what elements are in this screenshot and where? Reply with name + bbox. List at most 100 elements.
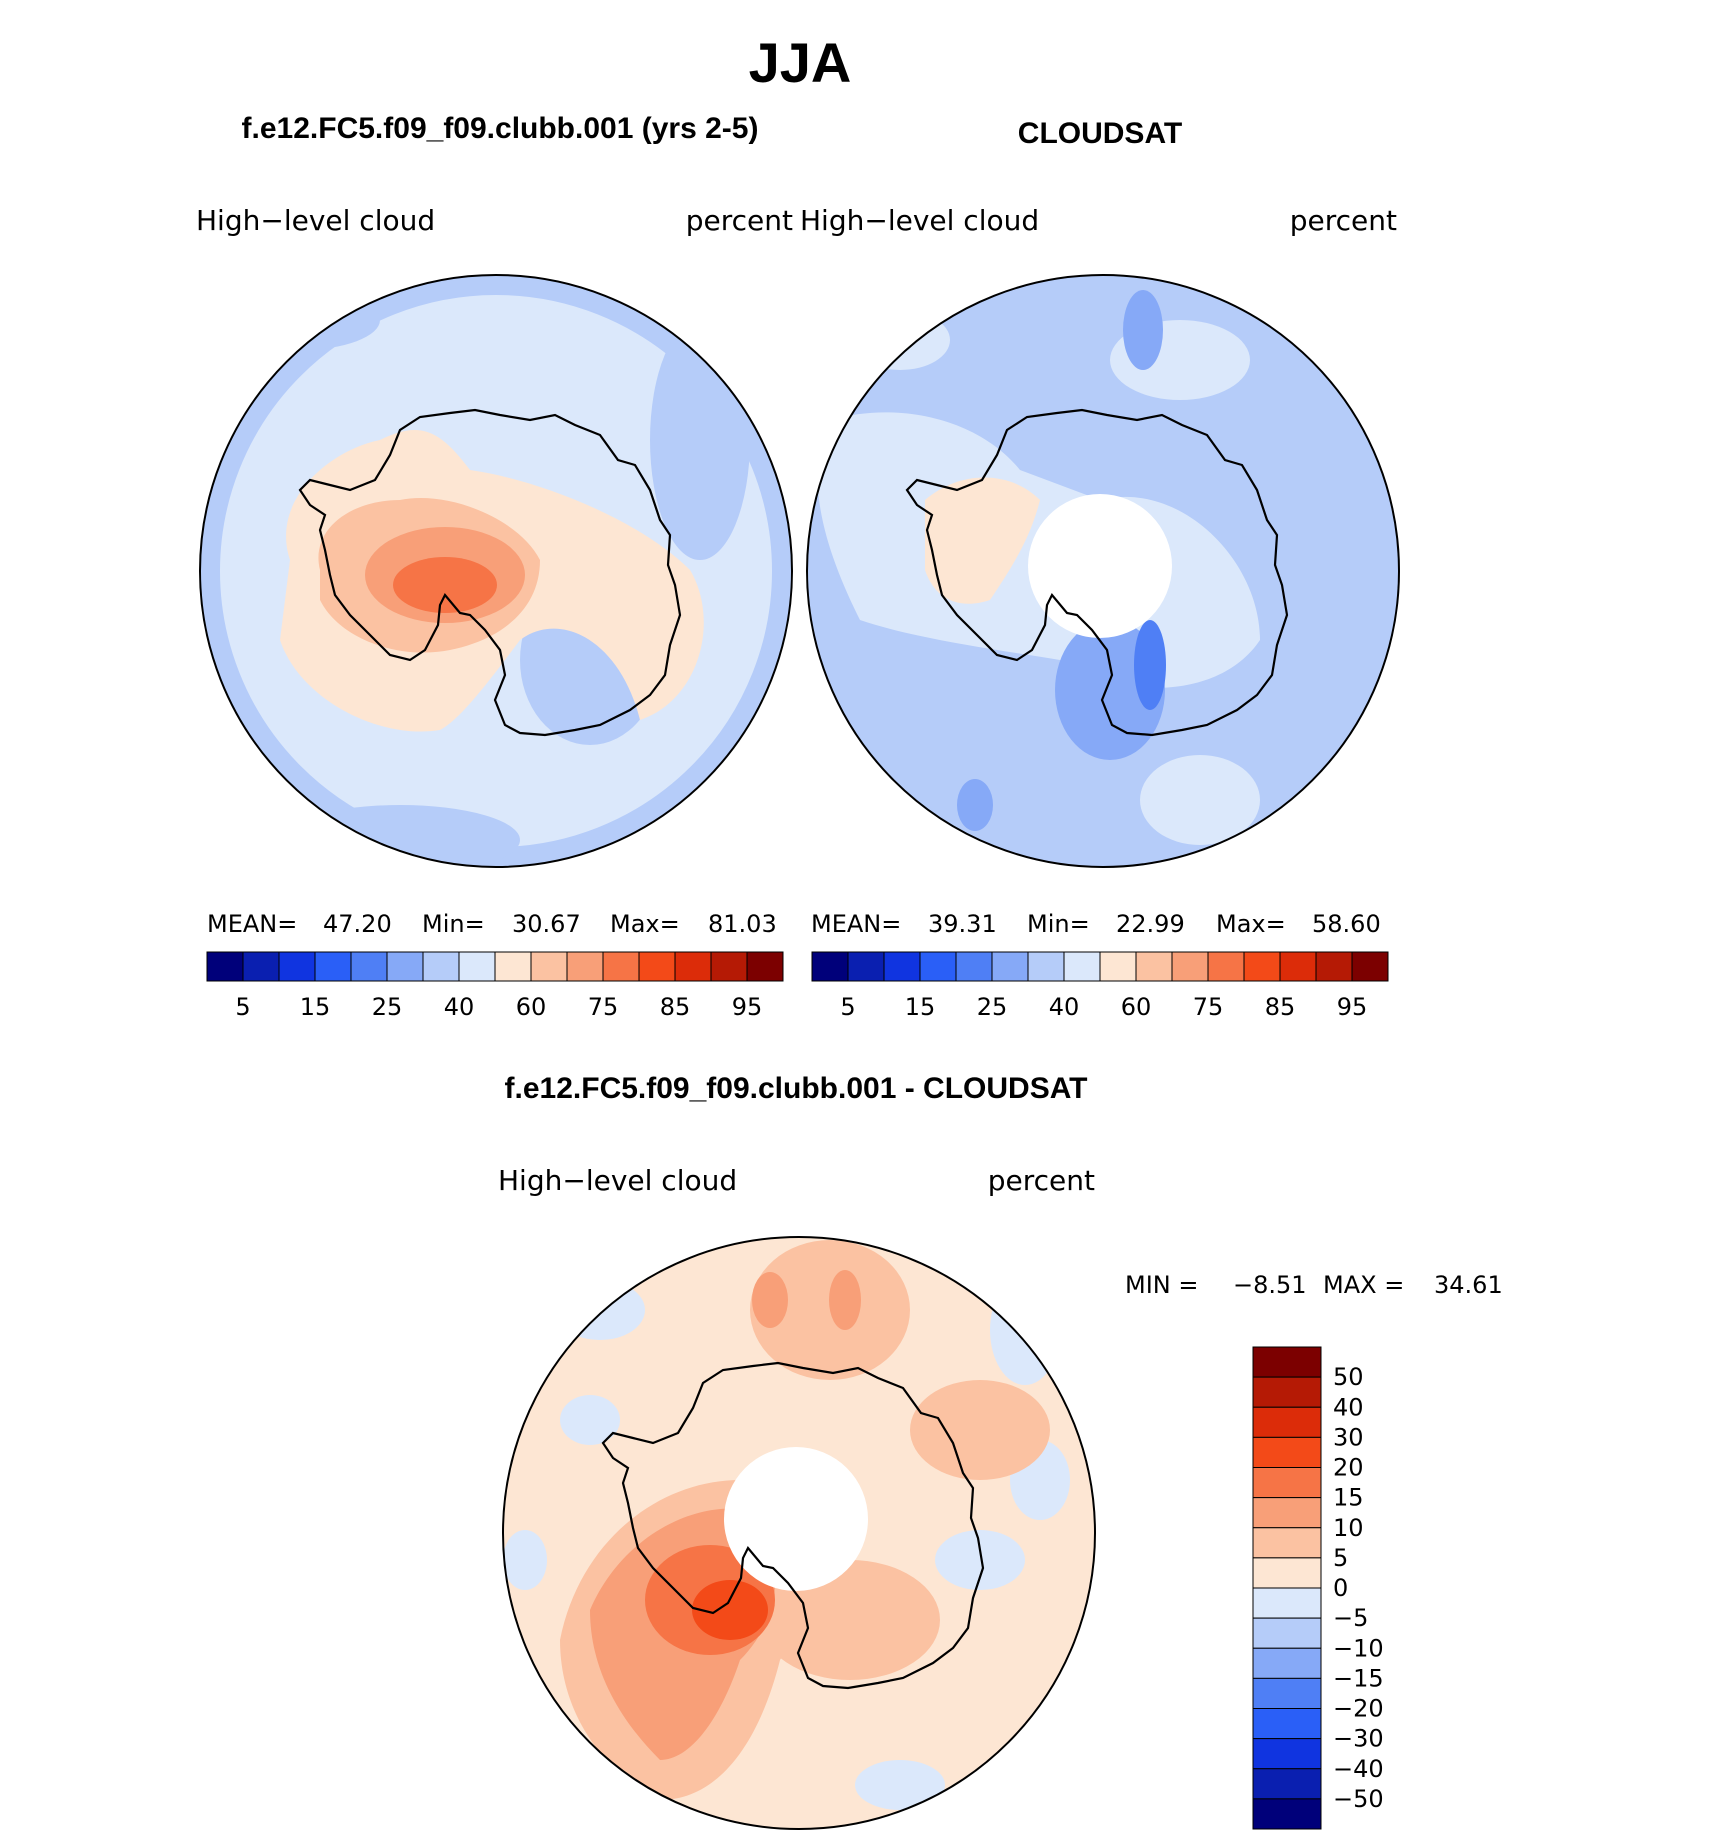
obs-colorbar-tick-label: 40 [1049, 993, 1080, 1021]
figure-title: JJA [749, 31, 852, 94]
diff-colorbar-tick-label: −30 [1333, 1725, 1384, 1753]
diff-field-neg-patch [855, 1760, 945, 1810]
model-colorbar-swatch [566, 951, 604, 982]
obs-colorbar-tick-label: 60 [1121, 993, 1152, 1021]
obs-colorbar-swatch [1171, 951, 1209, 982]
panel-model-map [199, 274, 793, 868]
model-colorbar-swatch [530, 951, 568, 982]
obs-colorbar-swatch [1063, 951, 1101, 982]
obs-field-warm [925, 477, 1040, 604]
diff-field-pos-band [910, 1380, 1050, 1480]
panel-diff-map [502, 1236, 1096, 1830]
diff-max-value: 34.61 [1434, 1271, 1503, 1299]
model-colorbar-swatch [494, 951, 532, 982]
panel-obs-right-label: percent [1290, 204, 1397, 237]
panel-obs-title: CLOUDSAT [1018, 117, 1182, 150]
diff-colorbar-swatch [1252, 1406, 1322, 1438]
diff-colorbar-swatch [1252, 1376, 1322, 1408]
model-colorbar-swatch [350, 951, 388, 982]
panel-model-left-label: High−level cloud [196, 204, 435, 237]
diff-colorbar-swatch [1252, 1527, 1322, 1559]
obs-colorbar-tick-label: 25 [977, 993, 1008, 1021]
model-min-label: Min= [422, 910, 485, 938]
obs-colorbar-swatch [847, 951, 885, 982]
panel-obs-left-label: High−level cloud [800, 204, 1039, 237]
model-colorbar-swatch [386, 951, 424, 982]
obs-colorbar-swatch [883, 951, 921, 982]
diff-colorbar-tick-label: 5 [1333, 1544, 1348, 1572]
obs-colorbar-swatch [919, 951, 957, 982]
model-colorbar-swatch [602, 951, 640, 982]
model-colorbar-tick-label: 95 [732, 993, 763, 1021]
diff-missing-pole [724, 1447, 868, 1591]
obs-field-blue-patch [1123, 290, 1163, 370]
model-colorbar-swatch [242, 951, 280, 982]
obs-colorbar-swatch [1099, 951, 1137, 982]
diff-max-label: MAX = [1323, 1271, 1404, 1299]
diff-colorbar-tick-label: −20 [1333, 1695, 1384, 1723]
model-colorbar-tick-label: 25 [372, 993, 403, 1021]
obs-max-value: 58.60 [1312, 910, 1381, 938]
diff-colorbar-tick-label: −15 [1333, 1664, 1384, 1692]
panel-diff-left-label: High−level cloud [498, 1164, 737, 1197]
obs-colorbar-swatch [1027, 951, 1065, 982]
obs-missing-pole [1028, 494, 1172, 638]
diff-colorbar-swatch [1252, 1677, 1322, 1709]
obs-field-patch [1140, 755, 1260, 845]
diff-colorbar-swatch [1252, 1617, 1322, 1649]
diff-colorbar-swatch [1252, 1346, 1322, 1378]
panel-diff: f.e12.FC5.f09_f09.clubb.001 - CLOUDSAT H… [498, 1072, 1503, 1830]
model-min-value: 30.67 [512, 910, 581, 938]
obs-colorbar-tick-label: 15 [905, 993, 936, 1021]
model-colorbar-tick-label: 40 [444, 993, 475, 1021]
panel-obs: CLOUDSAT High−level cloud percent [800, 117, 1400, 1021]
model-colorbar-swatch [278, 951, 316, 982]
diff-colorbar-tick-label: 10 [1333, 1514, 1364, 1542]
diff-colorbar-swatch [1252, 1647, 1322, 1679]
diff-colorbar-swatch [1252, 1798, 1322, 1830]
model-colorbar-swatch [422, 951, 460, 982]
model-map-border [199, 274, 793, 868]
obs-colorbar-swatch [811, 951, 849, 982]
diff-colorbar-tick-label: 40 [1333, 1393, 1364, 1421]
model-colorbar-tick-label: 15 [300, 993, 331, 1021]
obs-colorbar-swatch [1279, 951, 1317, 982]
model-field-warm-peak [393, 557, 497, 613]
diff-field-neg-patch [990, 1275, 1060, 1385]
model-max-value: 81.03 [708, 910, 777, 938]
diff-colorbar-swatch [1252, 1467, 1322, 1499]
diff-field-neg-patch [935, 1530, 1025, 1590]
model-colorbar-swatch [638, 951, 676, 982]
obs-colorbar-swatch [1315, 951, 1353, 982]
obs-colorbar-swatch [1351, 951, 1389, 982]
model-colorbar-swatch [674, 951, 712, 982]
model-colorbar-tick-label: 60 [516, 993, 547, 1021]
diff-colorbar-swatch [1252, 1587, 1322, 1619]
diff-colorbar-tick-label: 50 [1333, 1363, 1364, 1391]
obs-colorbar-swatch [1207, 951, 1245, 982]
obs-field-blue-core [1134, 620, 1166, 710]
obs-field-blue-patch [957, 779, 993, 831]
diff-colorbar-swatch [1252, 1436, 1322, 1468]
model-mean-label: MEAN= [207, 910, 297, 938]
diff-colorbar-tick-label: −40 [1333, 1755, 1384, 1783]
diff-colorbar-tick-label: 15 [1333, 1484, 1364, 1512]
obs-colorbar-swatch [991, 951, 1029, 982]
model-colorbar-swatch [206, 951, 244, 982]
model-colorbar-swatch [710, 951, 748, 982]
model-colorbar-swatch [746, 951, 784, 982]
diff-field-neg-patch [503, 1530, 547, 1590]
diff-colorbar-swatch [1252, 1497, 1322, 1529]
diff-colorbar-swatch [1252, 1557, 1322, 1589]
obs-colorbar-swatch [1243, 951, 1281, 982]
model-field-patch [280, 805, 520, 867]
obs-mean-label: MEAN= [811, 910, 901, 938]
panel-model: f.e12.FC5.f09_f09.clubb.001 (yrs 2-5) Hi… [196, 112, 793, 1021]
model-colorbar-tick-label: 5 [235, 993, 250, 1021]
diff-field-pos-patch [829, 1270, 861, 1330]
panel-model-right-label: percent [686, 204, 793, 237]
diff-colorbar-tick-label: 0 [1333, 1574, 1348, 1602]
obs-colorbar-tick-label: 75 [1193, 993, 1224, 1021]
diff-field-pos-patch [752, 1272, 788, 1328]
panel-obs-map [806, 274, 1400, 868]
